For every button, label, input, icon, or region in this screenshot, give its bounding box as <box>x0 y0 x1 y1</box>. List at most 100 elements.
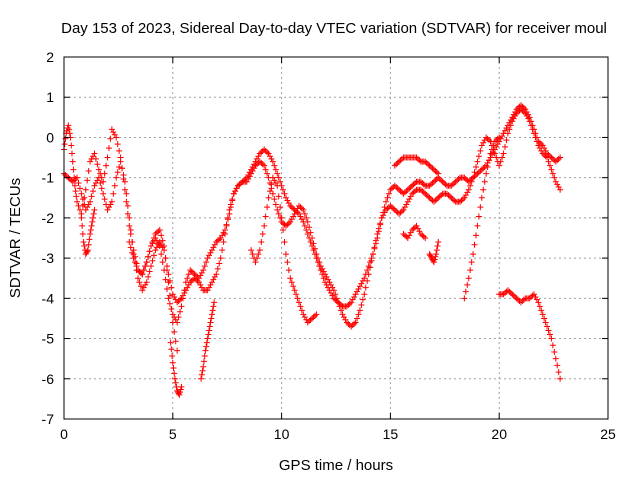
data-point <box>471 169 478 176</box>
data-point <box>404 235 411 241</box>
data-point <box>512 293 519 300</box>
data-point <box>211 299 218 306</box>
data-point <box>329 284 336 291</box>
data-point <box>169 291 176 298</box>
data-point <box>87 158 94 165</box>
data-point <box>227 201 234 208</box>
data-point <box>163 285 170 292</box>
data-point <box>224 214 231 221</box>
data-point <box>367 264 374 271</box>
data-point <box>114 169 121 176</box>
data-point <box>92 155 99 162</box>
data-point <box>355 285 362 292</box>
data-point <box>428 181 435 188</box>
data-point <box>452 178 459 185</box>
data-point <box>145 273 152 280</box>
data-point <box>86 236 93 243</box>
data-point <box>245 176 252 183</box>
data-point <box>297 213 304 220</box>
data-point <box>307 316 314 323</box>
data-point <box>91 182 98 189</box>
data-point <box>105 145 112 152</box>
data-point <box>130 255 137 262</box>
data-point <box>172 338 179 345</box>
data-point <box>220 229 227 236</box>
series-trace-g <box>248 174 320 326</box>
data-point <box>517 106 524 113</box>
data-point <box>364 267 371 274</box>
data-point <box>220 239 227 246</box>
data-point <box>364 277 371 284</box>
data-point <box>397 209 404 216</box>
data-point <box>461 194 468 201</box>
data-point <box>246 173 253 180</box>
data-point <box>434 243 441 250</box>
data-point <box>439 178 446 185</box>
data-point <box>74 198 81 205</box>
data-point <box>271 162 278 169</box>
data-point <box>303 226 310 233</box>
data-point <box>251 165 258 172</box>
data-point <box>435 239 442 246</box>
x-tick-label: 15 <box>383 426 399 442</box>
data-point <box>290 283 297 290</box>
data-point <box>206 327 213 334</box>
data-point <box>310 314 317 321</box>
data-point <box>158 241 165 248</box>
data-point <box>488 146 495 153</box>
data-point <box>140 284 147 291</box>
data-point <box>343 319 350 326</box>
y-tick-label: 2 <box>46 49 54 65</box>
data-point <box>523 112 530 119</box>
data-point <box>91 206 98 213</box>
data-point <box>478 166 485 173</box>
data-point <box>298 205 305 212</box>
data-point <box>420 181 427 188</box>
data-point <box>340 314 347 321</box>
data-point <box>62 171 69 178</box>
data-point <box>431 256 438 263</box>
data-point <box>169 311 176 318</box>
data-point <box>396 186 403 193</box>
data-point <box>166 292 173 299</box>
data-point <box>158 251 165 258</box>
data-point <box>95 174 102 181</box>
data-point <box>203 343 210 350</box>
data-point <box>169 352 176 359</box>
data-point <box>414 155 421 162</box>
data-point <box>204 335 211 342</box>
data-point <box>297 204 304 211</box>
data-point <box>84 204 91 211</box>
data-point <box>233 185 240 192</box>
data-point <box>391 206 398 213</box>
data-point <box>294 295 301 302</box>
data-point <box>148 243 155 250</box>
data-point <box>85 241 92 248</box>
data-point <box>104 206 111 213</box>
data-point <box>152 230 159 237</box>
data-point <box>90 210 97 217</box>
series-trace-e <box>167 339 185 398</box>
data-point <box>256 158 263 165</box>
data-point <box>219 247 226 254</box>
data-point <box>249 251 256 258</box>
data-point <box>551 348 558 355</box>
data-point <box>419 180 426 187</box>
data-point <box>517 299 524 306</box>
data-point <box>465 186 472 193</box>
data-point <box>371 244 378 251</box>
data-point <box>174 347 181 354</box>
x-tick-label: 10 <box>274 426 290 442</box>
data-point <box>493 143 500 150</box>
data-point <box>422 158 429 165</box>
data-point <box>438 177 445 184</box>
data-point <box>475 213 482 220</box>
data-point <box>348 299 355 306</box>
data-point <box>441 180 448 187</box>
data-point <box>426 251 433 258</box>
data-point <box>396 158 403 165</box>
data-point <box>310 247 317 254</box>
data-point <box>123 190 130 197</box>
data-point <box>333 295 340 302</box>
